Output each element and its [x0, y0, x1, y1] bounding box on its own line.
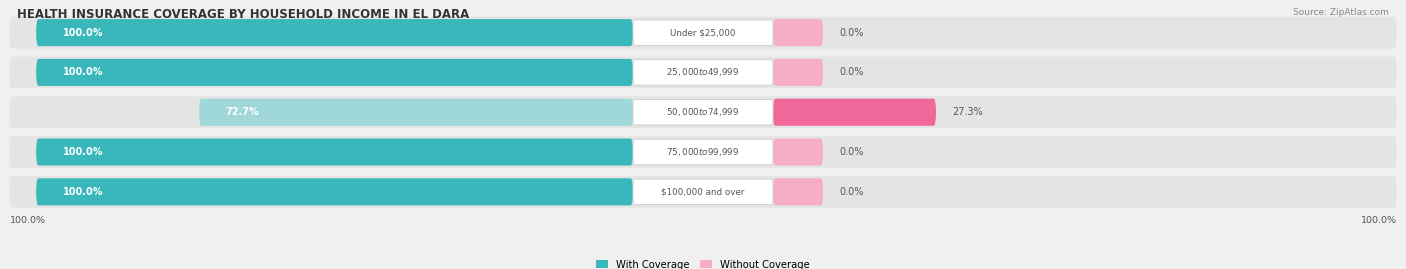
- FancyBboxPatch shape: [200, 99, 633, 126]
- Legend: With Coverage, Without Coverage: With Coverage, Without Coverage: [596, 260, 810, 269]
- FancyBboxPatch shape: [633, 100, 773, 125]
- Text: Source: ZipAtlas.com: Source: ZipAtlas.com: [1294, 8, 1389, 17]
- FancyBboxPatch shape: [773, 178, 823, 205]
- Text: Under $25,000: Under $25,000: [671, 28, 735, 37]
- Text: 27.3%: 27.3%: [953, 107, 983, 117]
- Text: $75,000 to $99,999: $75,000 to $99,999: [666, 146, 740, 158]
- FancyBboxPatch shape: [633, 179, 773, 204]
- Text: 100.0%: 100.0%: [63, 147, 103, 157]
- Text: 0.0%: 0.0%: [839, 187, 865, 197]
- FancyBboxPatch shape: [37, 139, 633, 165]
- FancyBboxPatch shape: [633, 20, 773, 45]
- Text: 100.0%: 100.0%: [63, 28, 103, 38]
- FancyBboxPatch shape: [633, 139, 773, 165]
- Text: 100.0%: 100.0%: [63, 187, 103, 197]
- FancyBboxPatch shape: [773, 59, 823, 86]
- FancyBboxPatch shape: [37, 59, 633, 86]
- Text: 100.0%: 100.0%: [63, 68, 103, 77]
- FancyBboxPatch shape: [773, 19, 823, 46]
- FancyBboxPatch shape: [773, 139, 823, 165]
- FancyBboxPatch shape: [10, 56, 1396, 88]
- Text: $25,000 to $49,999: $25,000 to $49,999: [666, 66, 740, 79]
- Text: 72.7%: 72.7%: [226, 107, 260, 117]
- FancyBboxPatch shape: [773, 99, 936, 126]
- Text: 0.0%: 0.0%: [839, 28, 865, 38]
- Text: 100.0%: 100.0%: [1361, 216, 1396, 225]
- FancyBboxPatch shape: [10, 176, 1396, 208]
- FancyBboxPatch shape: [37, 178, 633, 205]
- Text: HEALTH INSURANCE COVERAGE BY HOUSEHOLD INCOME IN EL DARA: HEALTH INSURANCE COVERAGE BY HOUSEHOLD I…: [17, 8, 470, 21]
- FancyBboxPatch shape: [10, 96, 1396, 128]
- FancyBboxPatch shape: [37, 19, 633, 46]
- Text: $100,000 and over: $100,000 and over: [661, 187, 745, 196]
- Text: $50,000 to $74,999: $50,000 to $74,999: [666, 106, 740, 118]
- FancyBboxPatch shape: [10, 17, 1396, 48]
- Text: 0.0%: 0.0%: [839, 147, 865, 157]
- Text: 100.0%: 100.0%: [10, 216, 45, 225]
- FancyBboxPatch shape: [633, 60, 773, 85]
- FancyBboxPatch shape: [10, 136, 1396, 168]
- Text: 0.0%: 0.0%: [839, 68, 865, 77]
